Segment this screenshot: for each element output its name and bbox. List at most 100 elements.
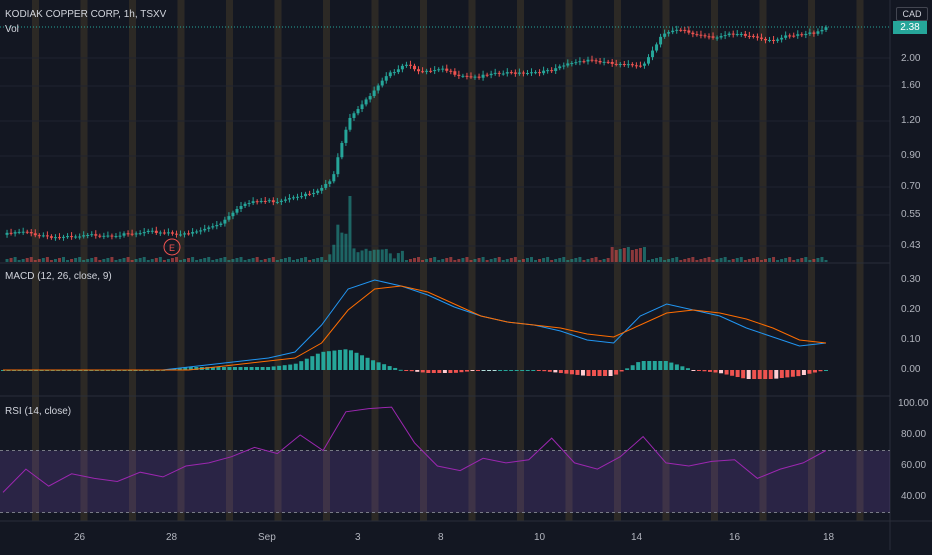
macd-histogram-bar	[514, 370, 519, 371]
volume-bar	[731, 259, 735, 262]
macd-histogram-bar	[442, 370, 447, 373]
candle-body	[376, 85, 380, 91]
volume-bar	[324, 260, 328, 262]
macd-histogram-bar	[796, 370, 801, 377]
candle-body	[534, 72, 538, 74]
volume-bar	[538, 259, 542, 262]
candle-body	[497, 72, 501, 74]
volume-bar	[469, 260, 473, 262]
volume-bar	[562, 257, 566, 262]
macd-histogram-bar	[564, 370, 569, 374]
volume-bar	[570, 259, 574, 262]
macd-histogram-bar	[310, 356, 315, 370]
currency-badge[interactable]: CAD	[896, 7, 928, 21]
volume-bar	[5, 259, 9, 262]
volume-bar	[417, 257, 421, 262]
volume-bar	[267, 258, 271, 262]
macd-histogram-bar	[277, 365, 282, 370]
macd-histogram-bar	[431, 370, 436, 373]
volume-bar	[179, 260, 183, 262]
rsi-line	[2, 406, 827, 493]
candle-body	[134, 233, 138, 235]
candle-body	[513, 72, 517, 74]
candle-body	[279, 200, 283, 202]
macd-histogram-bar	[205, 367, 210, 370]
volume-bar	[461, 258, 465, 262]
candle-body	[743, 33, 747, 36]
volume-bar	[687, 258, 691, 262]
macd-histogram-bar	[404, 370, 409, 371]
volume-bar	[784, 258, 788, 262]
candle-body	[243, 203, 247, 206]
macd-histogram-bar	[376, 362, 381, 370]
volume-bar	[37, 259, 41, 262]
candle-body	[324, 183, 328, 188]
candle-body	[489, 73, 493, 76]
earnings-marker-icon[interactable]	[163, 238, 181, 256]
time-tick: 16	[729, 532, 741, 543]
candle-body	[675, 29, 679, 31]
price-tick: 0.55	[901, 209, 921, 220]
volume-bar	[78, 257, 82, 262]
macd-histogram-bar	[558, 370, 563, 374]
candle-body	[98, 235, 102, 237]
volume-bar	[812, 259, 816, 262]
candle-body	[457, 74, 461, 76]
volume-bar	[364, 248, 368, 262]
volume-bar	[421, 260, 425, 262]
volume-bar	[675, 257, 679, 262]
candle-body	[461, 75, 465, 77]
candle-body	[646, 57, 650, 64]
macd-histogram-bar	[194, 367, 199, 370]
macd-histogram-bar	[371, 360, 376, 370]
candle-body	[110, 235, 114, 237]
candle-body	[421, 71, 425, 73]
candle-body	[651, 50, 655, 58]
candle-body	[45, 235, 49, 237]
volume-bar	[243, 260, 247, 262]
macd-histogram-bar	[288, 364, 293, 370]
volume-bar	[146, 260, 150, 262]
candle-body	[566, 63, 570, 66]
macd-histogram-bar	[569, 370, 574, 375]
candle-body	[707, 36, 711, 38]
candle-body	[493, 72, 497, 74]
candle-body	[755, 36, 759, 38]
volume-bar	[638, 248, 642, 262]
volume-bar	[376, 249, 380, 262]
macd-histogram-bar	[487, 370, 492, 371]
candle-body	[380, 80, 384, 86]
macd-histogram-bar	[730, 370, 735, 376]
volume-bar	[433, 257, 437, 262]
last-price-badge: 2.38	[893, 21, 927, 34]
volume-bar	[517, 260, 521, 262]
volume-bar	[521, 259, 525, 262]
candle-body	[106, 235, 110, 237]
candle-body	[723, 35, 727, 37]
volume-bar	[62, 257, 66, 262]
volume-bar	[380, 249, 384, 262]
time-tick: 18	[823, 532, 835, 543]
candle-body	[203, 228, 207, 231]
price-tick: 0.70	[901, 181, 921, 192]
macd-histogram-bar	[713, 370, 718, 373]
volume-bar	[792, 260, 796, 262]
macd-histogram-bar	[658, 361, 663, 370]
volume-bar	[695, 260, 699, 262]
rsi-tick: 100.00	[898, 398, 929, 409]
candle-body	[396, 69, 400, 73]
volume-bar	[634, 249, 638, 262]
candle-body	[784, 35, 788, 38]
macd-histogram-bar	[547, 370, 552, 372]
macd-histogram-bar	[304, 358, 309, 370]
volume-bar	[558, 258, 562, 262]
volume-bar	[566, 260, 570, 262]
volume-bar	[824, 260, 828, 262]
volume-bar	[759, 260, 763, 262]
macd-histogram-bar	[586, 370, 591, 376]
candle-body	[715, 37, 719, 39]
candle-body	[796, 34, 800, 36]
volume-bar	[493, 258, 497, 262]
